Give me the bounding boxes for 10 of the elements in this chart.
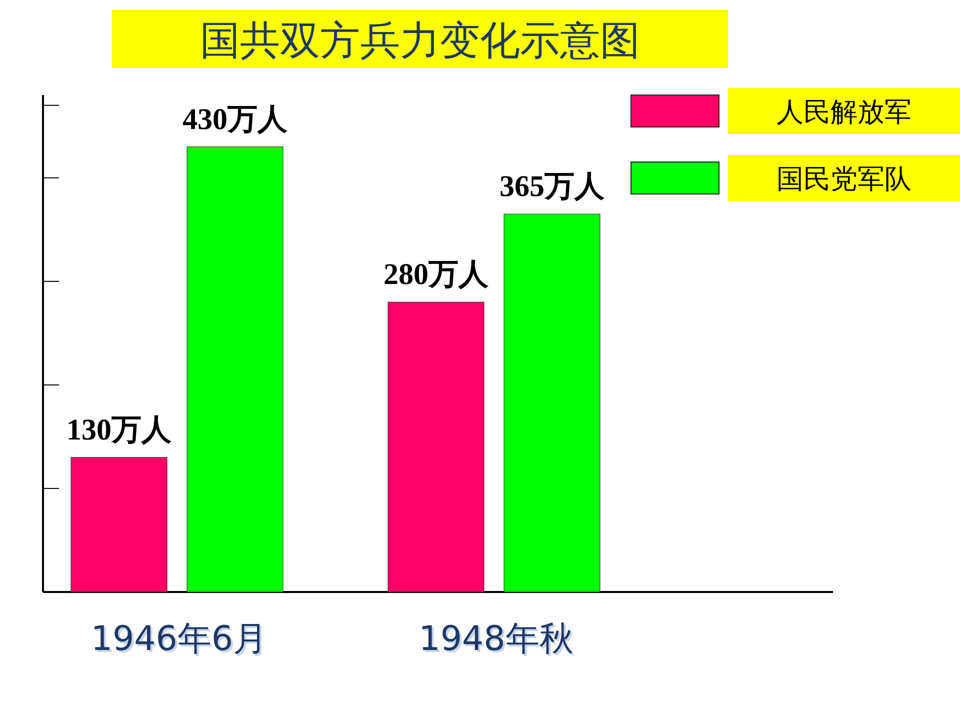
- legend-label: 人民解放军: [776, 97, 912, 128]
- data-label: 430万人: [182, 102, 288, 136]
- x-tick-label: 1948年秋: [420, 621, 576, 661]
- legend-label: 国民党军队: [776, 164, 912, 195]
- data-label: 280万人: [384, 258, 490, 292]
- chart-title: 国共双方兵力变化示意图: [200, 18, 640, 64]
- data-label: 130万人: [66, 413, 172, 446]
- title: 国共双方兵力变化示意图: [112, 10, 728, 68]
- x-tick-label: 1946年6月: [92, 621, 270, 661]
- data-label: 365万人: [500, 170, 606, 204]
